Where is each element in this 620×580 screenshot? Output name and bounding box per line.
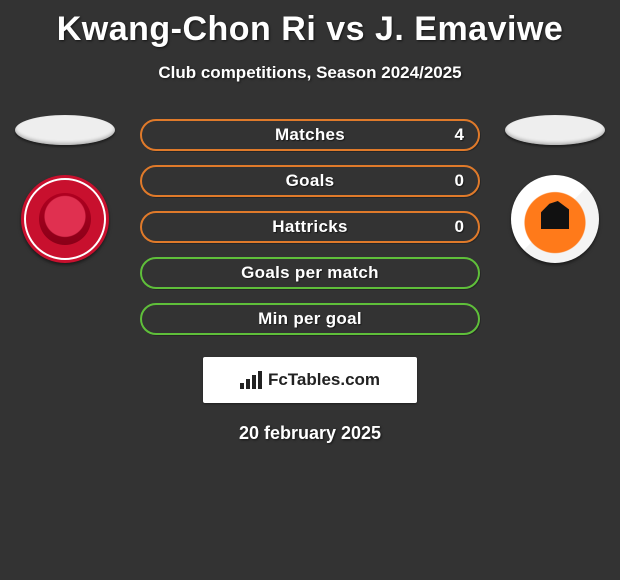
player-right [500, 119, 610, 319]
club-badge-right-icon [511, 175, 599, 263]
stat-value: 4 [455, 125, 464, 145]
stat-label: Hattricks [142, 217, 478, 237]
club-badge-left-icon [21, 175, 109, 263]
subtitle: Club competitions, Season 2024/2025 [0, 63, 620, 83]
content: Matches 4 Goals 0 Hattricks 0 Goals per … [0, 119, 620, 444]
flag-left-icon [15, 115, 115, 145]
stats-list: Matches 4 Goals 0 Hattricks 0 Goals per … [140, 119, 480, 335]
comparison-card: Kwang-Chon Ri vs J. Emaviwe Club competi… [0, 0, 620, 580]
stat-row: Goals per match [140, 257, 480, 289]
title: Kwang-Chon Ri vs J. Emaviwe [0, 0, 620, 49]
stat-row: Matches 4 [140, 119, 480, 151]
stat-value: 0 [455, 171, 464, 191]
stat-row: Hattricks 0 [140, 211, 480, 243]
stat-label: Matches [142, 125, 478, 145]
player-left [10, 119, 120, 319]
source-logo-text: FcTables.com [268, 370, 380, 390]
stat-label: Goals per match [142, 263, 478, 283]
stat-label: Min per goal [142, 309, 478, 329]
stat-row: Min per goal [140, 303, 480, 335]
bars-icon [240, 371, 262, 389]
stat-value: 0 [455, 217, 464, 237]
source-logo: FcTables.com [203, 357, 417, 403]
date: 20 february 2025 [0, 423, 620, 444]
stat-row: Goals 0 [140, 165, 480, 197]
stat-label: Goals [142, 171, 478, 191]
flag-right-icon [505, 115, 605, 145]
